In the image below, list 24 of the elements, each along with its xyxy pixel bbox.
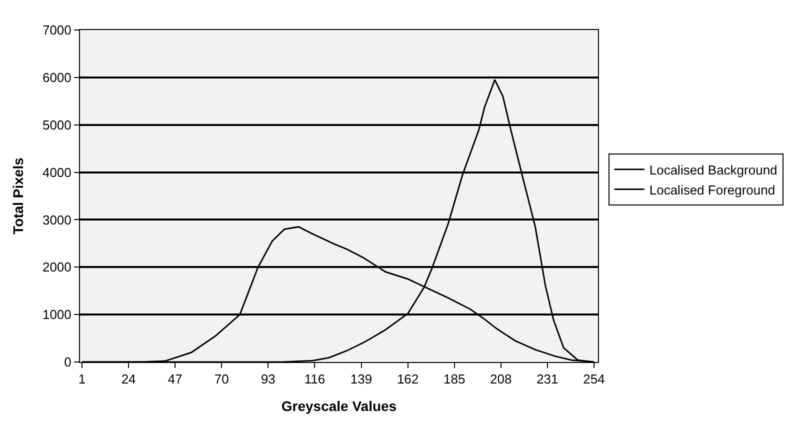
legend-label: Localised Background bbox=[649, 162, 778, 178]
x-tick-label: 254 bbox=[583, 372, 605, 387]
y-tick-label: 3000 bbox=[42, 212, 72, 228]
y-tick-label: 0 bbox=[64, 354, 72, 370]
x-tick-label: 70 bbox=[214, 372, 229, 387]
x-tick-label: 1 bbox=[78, 372, 86, 387]
y-tick-label: 4000 bbox=[42, 164, 72, 180]
y-tick-label: 6000 bbox=[42, 70, 72, 85]
x-tick-label: 116 bbox=[304, 372, 326, 387]
x-tick-label: 93 bbox=[260, 372, 276, 387]
y-axis-title: Total Pixels bbox=[10, 157, 26, 234]
x-axis-title: Greyscale Values bbox=[281, 398, 397, 414]
x-tick-label: 139 bbox=[350, 372, 372, 387]
y-tick-label: 1000 bbox=[42, 307, 72, 322]
y-tick-label: 5000 bbox=[42, 117, 72, 132]
x-tick-label: 47 bbox=[168, 372, 182, 387]
x-tick-label: 24 bbox=[121, 372, 136, 387]
x-tick-label: 231 bbox=[536, 372, 558, 387]
x-tick-label: 185 bbox=[443, 372, 466, 387]
x-tick-label: 162 bbox=[396, 372, 419, 387]
y-tick-label: 7000 bbox=[42, 22, 72, 38]
x-tick-label: 208 bbox=[490, 372, 512, 387]
legend-label: Localised Foreground bbox=[649, 182, 776, 198]
y-tick-label: 2000 bbox=[42, 260, 72, 275]
